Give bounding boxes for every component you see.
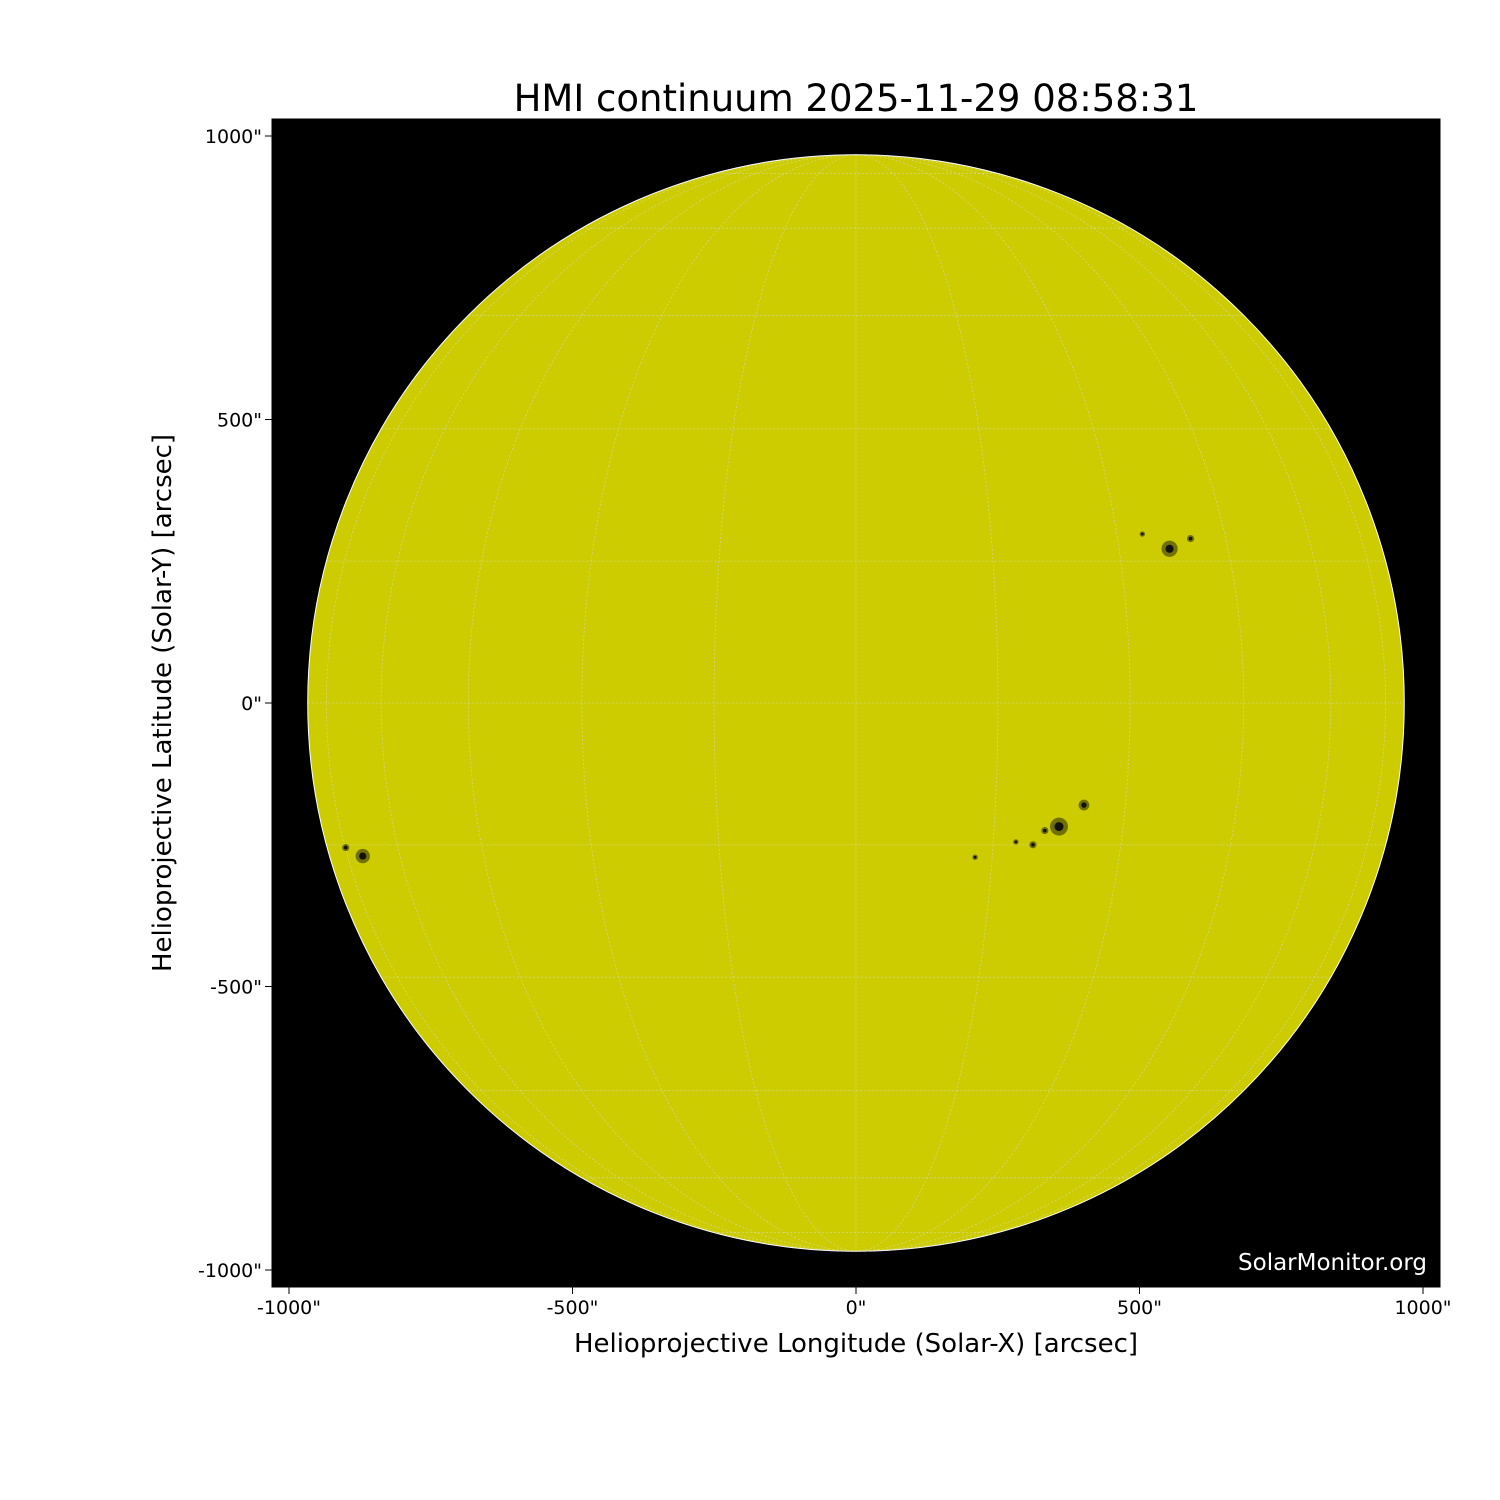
y-tick-label: -500"	[210, 976, 262, 998]
y-tick-label: -1000"	[198, 1260, 262, 1282]
heliographic-grid	[307, 154, 1405, 1252]
meridian-line	[855, 154, 1386, 1252]
meridian-line	[326, 154, 857, 1252]
sunspot-umbra	[359, 852, 367, 860]
sunspot-umbra	[1043, 828, 1047, 833]
y-tick-label: 0"	[241, 693, 262, 715]
x-ticks: -1000" -500" 0" 500" 1000"	[257, 1287, 1452, 1319]
sunspot-umbra	[1188, 536, 1193, 541]
y-tick-label: 500"	[217, 410, 262, 432]
sunspot-umbra	[1140, 532, 1144, 536]
sunspot-umbra	[1165, 544, 1174, 553]
x-axis-label: Helioprojective Longitude (Solar-X) [arc…	[574, 1329, 1138, 1359]
meridian-line	[855, 154, 999, 1252]
y-ticks: -1000" -500" 0" 500" 1000"	[198, 126, 272, 1282]
sunspot-umbra	[1054, 822, 1064, 832]
x-tick-label: -500"	[547, 1297, 599, 1319]
meridian-line	[855, 154, 1131, 1252]
watermark: SolarMonitor.org	[1238, 1250, 1427, 1276]
x-tick-label: 1000"	[1394, 1297, 1451, 1319]
meridian-line	[855, 154, 1245, 1252]
meridian-line	[855, 154, 1332, 1252]
x-tick-label: -1000"	[257, 1297, 321, 1319]
y-axis-label: Helioprojective Latitude (Solar-Y) [arcs…	[148, 434, 178, 972]
x-tick-label: 0"	[846, 1297, 867, 1319]
meridian-line	[581, 154, 857, 1252]
sunspot-umbra	[1014, 840, 1018, 844]
x-tick-label: 500"	[1117, 1297, 1162, 1319]
plot-axes: SolarMonitor.org	[271, 118, 1441, 1288]
sunspot-umbra	[1081, 802, 1087, 808]
chart-title: HMI continuum 2025-11-29 08:58:31	[514, 77, 1199, 120]
sunspot-umbra	[973, 855, 977, 859]
meridian-line	[713, 154, 857, 1252]
sunspot-umbra	[1031, 842, 1035, 847]
sunspot-umbra	[343, 845, 348, 850]
sunspots	[342, 531, 1195, 864]
y-tick-label: 1000"	[205, 126, 262, 148]
